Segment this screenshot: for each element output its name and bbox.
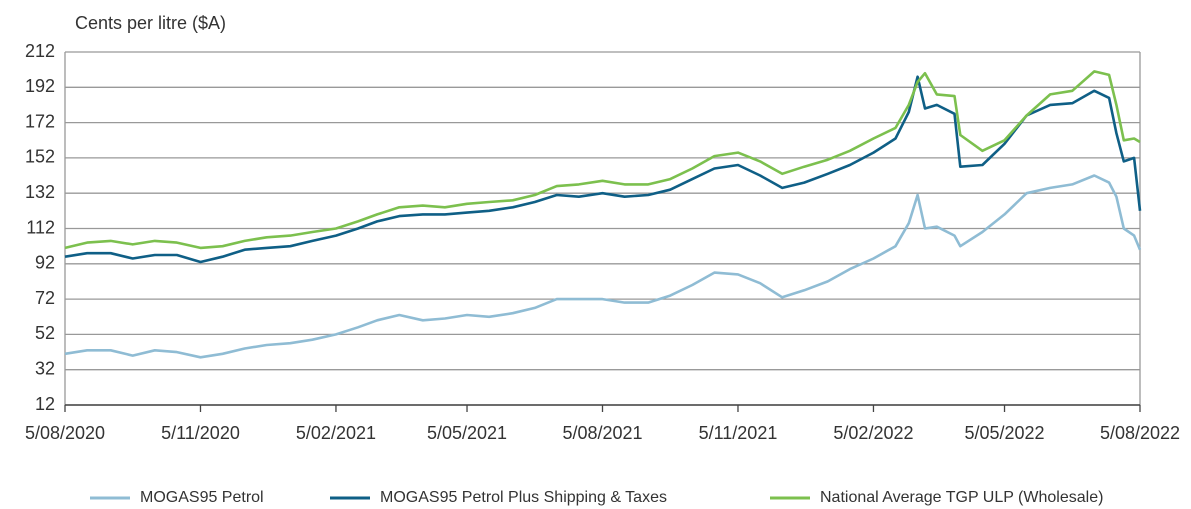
y-tick-label: 132 (25, 182, 55, 202)
x-tick-label: 5/08/2022 (1100, 423, 1180, 443)
y-tick-label: 52 (35, 323, 55, 343)
x-tick-label: 5/02/2021 (296, 423, 376, 443)
legend-label: MOGAS95 Petrol Plus Shipping & Taxes (380, 489, 667, 506)
y-tick-label: 72 (35, 288, 55, 308)
series-line (64, 75, 1142, 264)
x-tick-label: 5/02/2022 (833, 423, 913, 443)
x-tick-label: 5/08/2021 (562, 423, 642, 443)
x-tick-label: 5/11/2020 (161, 423, 240, 443)
series-line (64, 70, 1141, 250)
x-tick-label: 5/11/2021 (699, 423, 778, 443)
y-tick-label: 152 (25, 147, 55, 167)
y-tick-label: 212 (25, 41, 55, 61)
legend-label: National Average TGP ULP (Wholesale) (820, 489, 1103, 506)
y-tick-label: 192 (25, 76, 55, 96)
y-tick-label: 172 (25, 111, 55, 131)
y-tick-label: 32 (35, 358, 55, 378)
x-tick-label: 5/05/2021 (427, 423, 507, 443)
legend-label: MOGAS95 Petrol (140, 489, 264, 506)
x-tick-label: 5/08/2020 (25, 423, 105, 443)
y-axis-label: Cents per litre ($A) (75, 13, 226, 33)
y-tick-label: 112 (26, 217, 55, 237)
y-tick-label: 12 (35, 394, 55, 414)
x-tick-label: 5/05/2022 (964, 423, 1044, 443)
series-line (64, 174, 1142, 359)
y-tick-label: 92 (35, 253, 55, 273)
